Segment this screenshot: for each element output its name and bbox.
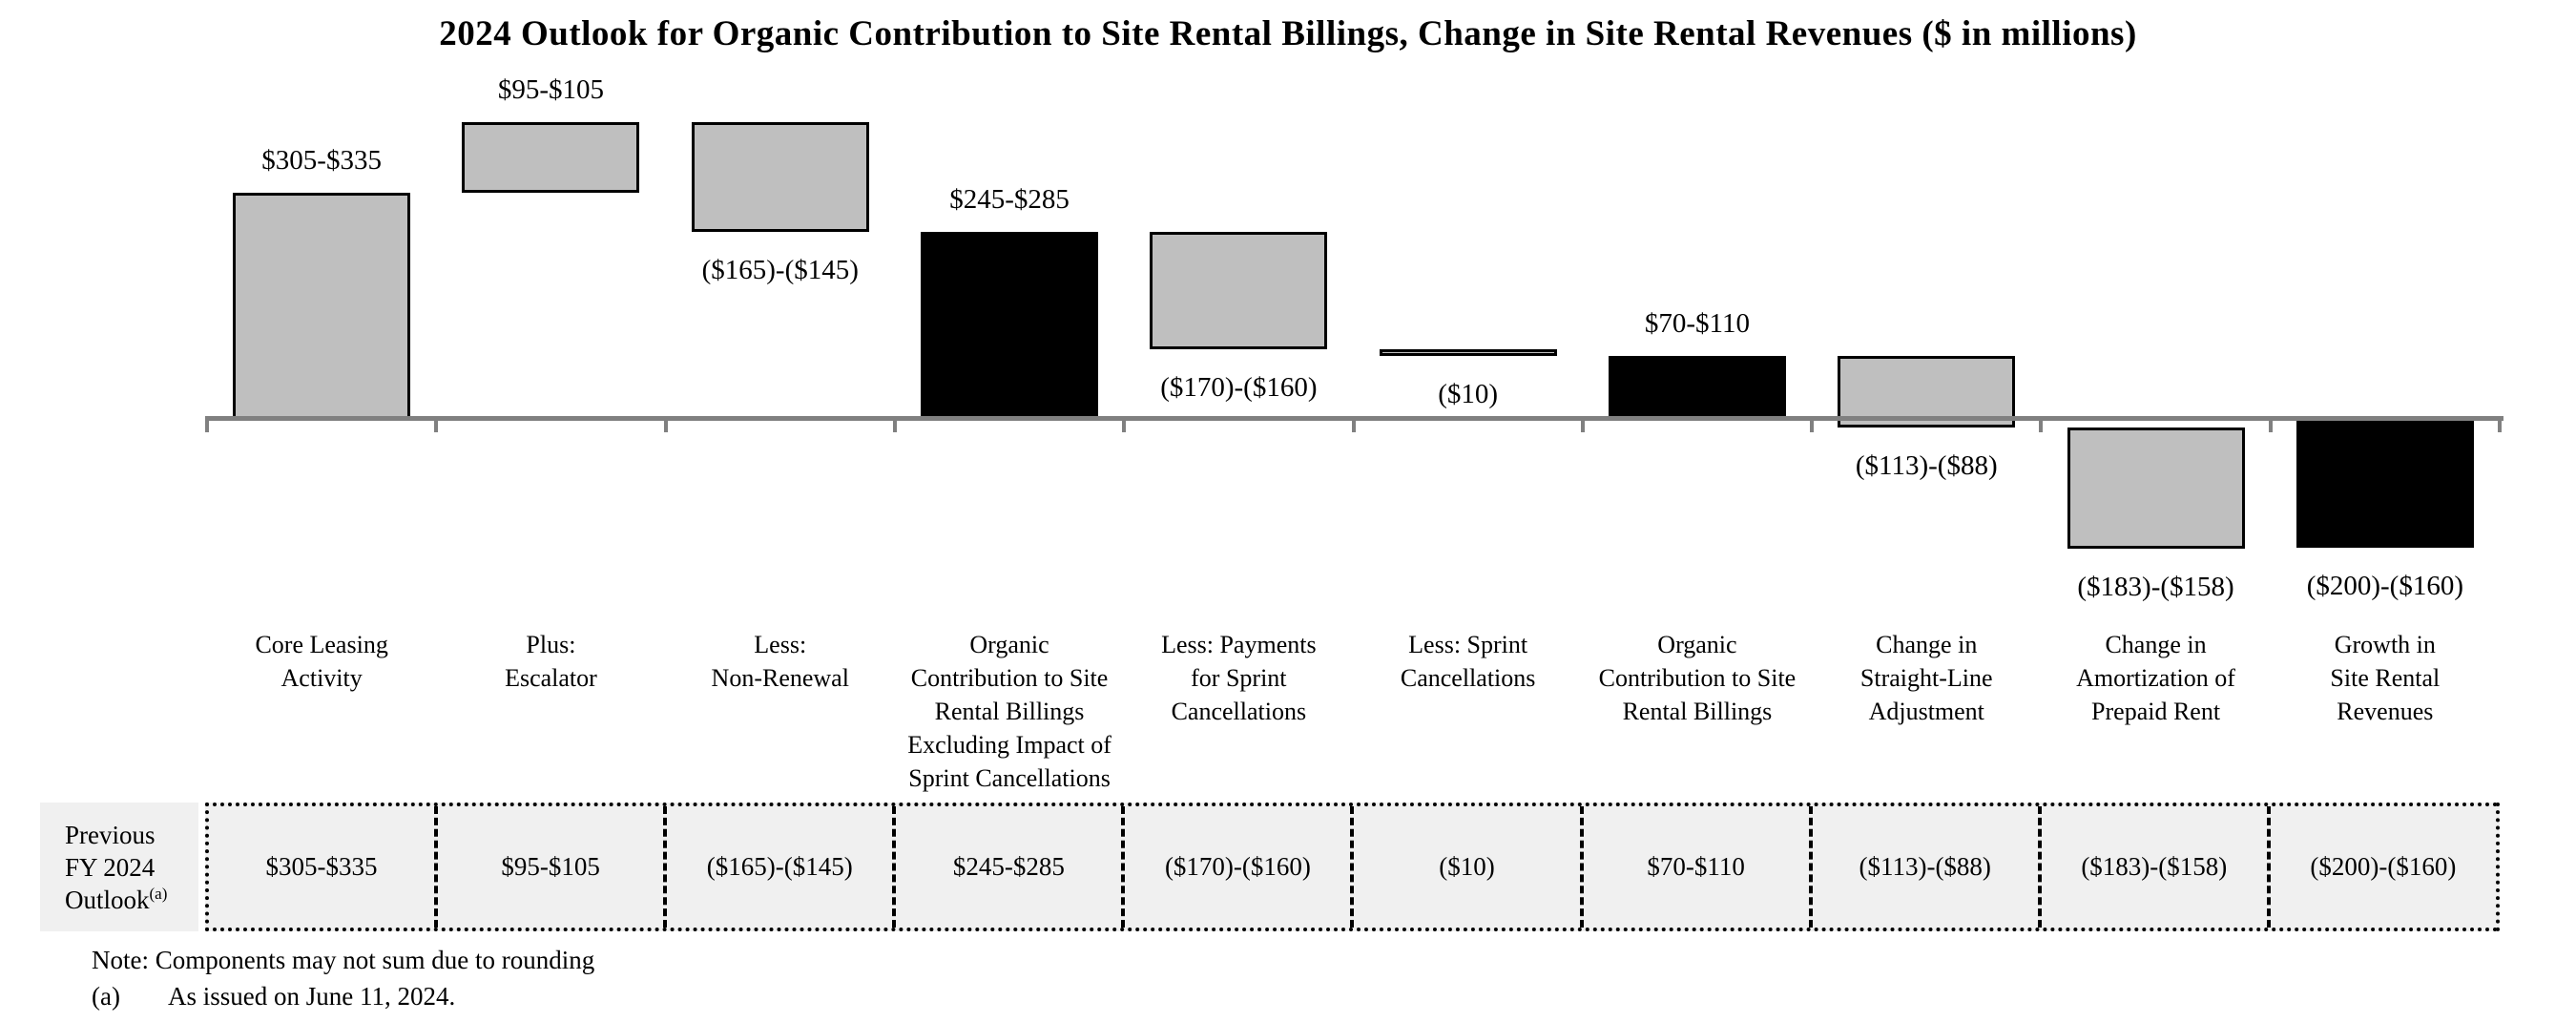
category-label-line: Rental Billings xyxy=(934,698,1085,725)
outlook-cell-less-sprint-cancellations: ($10) xyxy=(1350,806,1579,928)
chart-title: 2024 Outlook for Organic Contribution to… xyxy=(439,14,2137,53)
x-axis-tick xyxy=(205,416,209,432)
category-label-line: Site Rental xyxy=(2330,664,2441,692)
x-axis-tick xyxy=(1580,416,1585,432)
x-axis-tick xyxy=(892,416,897,432)
category-label-line: Cancellations xyxy=(1400,664,1536,692)
category-label-line: Straight-Line xyxy=(1859,664,1993,692)
outlook-cell-organic-contribution-to-site-rental-billings-excluding-impact-of-sprint-cancellations: $245-$285 xyxy=(892,806,1121,928)
outlook-cell-organic-contribution-to-site-rental-billings: $70-$110 xyxy=(1579,806,1809,928)
bar-change-in-straight-line-adjustment xyxy=(1838,356,2016,428)
outlook-row-header: Previous FY 2024 Outlook(a) xyxy=(40,803,198,931)
category-label-change-in-straight-line-adjustment: Change in Straight-Line Adjustment xyxy=(1801,628,2051,728)
x-axis-tick xyxy=(1810,416,1815,432)
category-label-less-sprint-cancellations: Less: Sprint Cancellations xyxy=(1343,628,1593,695)
category-label-line: Non-Renewal xyxy=(711,664,849,692)
category-label-line: Escalator xyxy=(505,664,597,692)
outlook-values-row: $305-$335 $95-$105 ($165)-($145) $245-$285(… xyxy=(205,803,2500,931)
bar-less-payments-for-sprint-cancellations xyxy=(1150,231,1328,349)
category-label-line: Growth in xyxy=(2334,631,2436,658)
outlook-cell-change-in-amortization-of-prepaid-rent: ($183)-($158) xyxy=(2037,806,2267,928)
category-label-organic-contribution-to-site-rental-billings: Organic Contribution to Site Rental Billin… xyxy=(1572,628,1822,728)
value-label-core-leasing-activity: $305-$335 xyxy=(261,144,382,176)
category-label-line: Change in xyxy=(1876,631,1978,658)
category-label-line: Organic xyxy=(969,631,1049,658)
category-label-core-leasing-activity: Core Leasing Activity xyxy=(197,628,447,695)
category-label-line: Core Leasing xyxy=(255,631,388,658)
value-label-plus-escalator: $95-$105 xyxy=(497,73,605,105)
value-label-change-in-amortization-of-prepaid-rent: ($183)-($158) xyxy=(2077,571,2234,602)
outlook-header-line3: Outlook(a) xyxy=(65,884,168,914)
note-rounding: Note: Components may not sum due to roun… xyxy=(92,946,595,974)
bar-less-non-renewal xyxy=(691,121,869,232)
category-label-line: for Sprint xyxy=(1191,664,1287,692)
category-label-growth-in-site-rental-revenues: Growth in Site Rental Revenues xyxy=(2260,628,2510,728)
x-axis-tick xyxy=(1351,416,1356,432)
category-label-change-in-amortization-of-prepaid-rent: Change in Amortization of Prepaid Rent xyxy=(2031,628,2281,728)
footnote-a-label: (a) xyxy=(92,982,120,1011)
bar-growth-in-site-rental-revenues xyxy=(2296,420,2474,548)
x-axis-tick xyxy=(434,416,439,432)
category-label-line: Less: Payments xyxy=(1161,631,1317,658)
category-label-line: Revenues xyxy=(2337,698,2434,725)
x-axis-tick xyxy=(2498,416,2502,432)
bar-plus-escalator xyxy=(462,121,640,193)
bar-change-in-amortization-of-prepaid-rent xyxy=(2067,427,2245,549)
outlook-cell-change-in-straight-line-adjustment: ($113)-($88) xyxy=(1808,806,2038,928)
category-label-line: Contribution to Site xyxy=(910,664,1109,692)
x-axis-tick xyxy=(2039,416,2044,432)
x-axis-tick xyxy=(1122,416,1127,432)
x-axis-tick xyxy=(663,416,668,432)
x-axis-tick xyxy=(2268,416,2273,432)
footnote-a-marker: (a) xyxy=(149,884,168,903)
outlook-cell-plus-escalator: $95-$105 xyxy=(434,806,663,928)
outlook-cell-core-leasing-activity: $305-$335 xyxy=(265,852,378,881)
value-label-less-non-renewal: ($165)-($145) xyxy=(701,254,859,285)
note-footnote-a: (a) As issued on June 11, 2024. xyxy=(92,982,455,1012)
category-label-line: Cancellations xyxy=(1171,698,1307,725)
bar-organic-contribution-to-site-rental-billings xyxy=(1608,356,1786,420)
category-label-line: Amortization of xyxy=(2076,664,2235,692)
category-label-less-payments-for-sprint-cancellations: Less: Payments for Sprint Cancellations xyxy=(1113,628,1363,728)
value-label-organic-contribution-to-site-rental-billings-excluding-impact-of-sprint-cancellations: $245-$285 xyxy=(949,183,1070,215)
category-label-line: Less: xyxy=(754,631,807,658)
bar-core-leasing-activity xyxy=(233,192,411,420)
category-label-line: Sprint Cancellations xyxy=(908,764,1111,792)
bar-less-sprint-cancellations xyxy=(1379,348,1557,357)
category-label-line: Excluding Impact of xyxy=(907,731,1111,759)
outlook-header-line1: Previous xyxy=(65,820,156,849)
category-label-plus-escalator: Plus: Escalator xyxy=(426,628,675,695)
category-label-line: Rental Billings xyxy=(1622,698,1773,725)
outlook-cell-less-payments-for-sprint-cancellations: ($170)-($160) xyxy=(1121,806,1350,928)
outlook-header-line2: FY 2024 xyxy=(65,852,156,882)
category-label-line: Plus: xyxy=(526,631,576,658)
category-label-less-non-renewal: Less: Non-Renewal xyxy=(655,628,905,695)
value-label-growth-in-site-rental-revenues: ($200)-($160) xyxy=(2306,570,2463,601)
category-label-line: Less: Sprint xyxy=(1408,631,1528,658)
value-label-organic-contribution-to-site-rental-billings: $70-$110 xyxy=(1644,308,1750,340)
category-label-line: Contribution to Site xyxy=(1598,664,1797,692)
bar-organic-contribution-to-site-rental-billings-excluding-impact-of-sprint-cancellations xyxy=(921,231,1099,420)
value-label-change-in-straight-line-adjustment: ($113)-($88) xyxy=(1855,449,1998,481)
category-label-line: Adjustment xyxy=(1868,698,1984,725)
value-label-less-payments-for-sprint-cancellations: ($170)-($160) xyxy=(1160,371,1318,403)
outlook-cell-growth-in-site-rental-revenues: ($200)-($160) xyxy=(2266,806,2496,928)
outlook-cell-less-non-renewal: ($165)-($145) xyxy=(663,806,892,928)
category-label-line: Change in xyxy=(2105,631,2207,658)
category-label-line: Activity xyxy=(280,664,363,692)
category-label-organic-contribution-to-site-rental-billings-excluding-impact-of-sprint-cancellations: Organic Contribution to Site Rental Billin… xyxy=(884,628,1134,795)
footnote-a-text: As issued on June 11, 2024. xyxy=(168,982,456,1011)
value-label-less-sprint-cancellations: ($10) xyxy=(1438,379,1499,410)
category-label-line: Prepaid Rent xyxy=(2091,698,2221,725)
category-label-line: Organic xyxy=(1657,631,1737,658)
